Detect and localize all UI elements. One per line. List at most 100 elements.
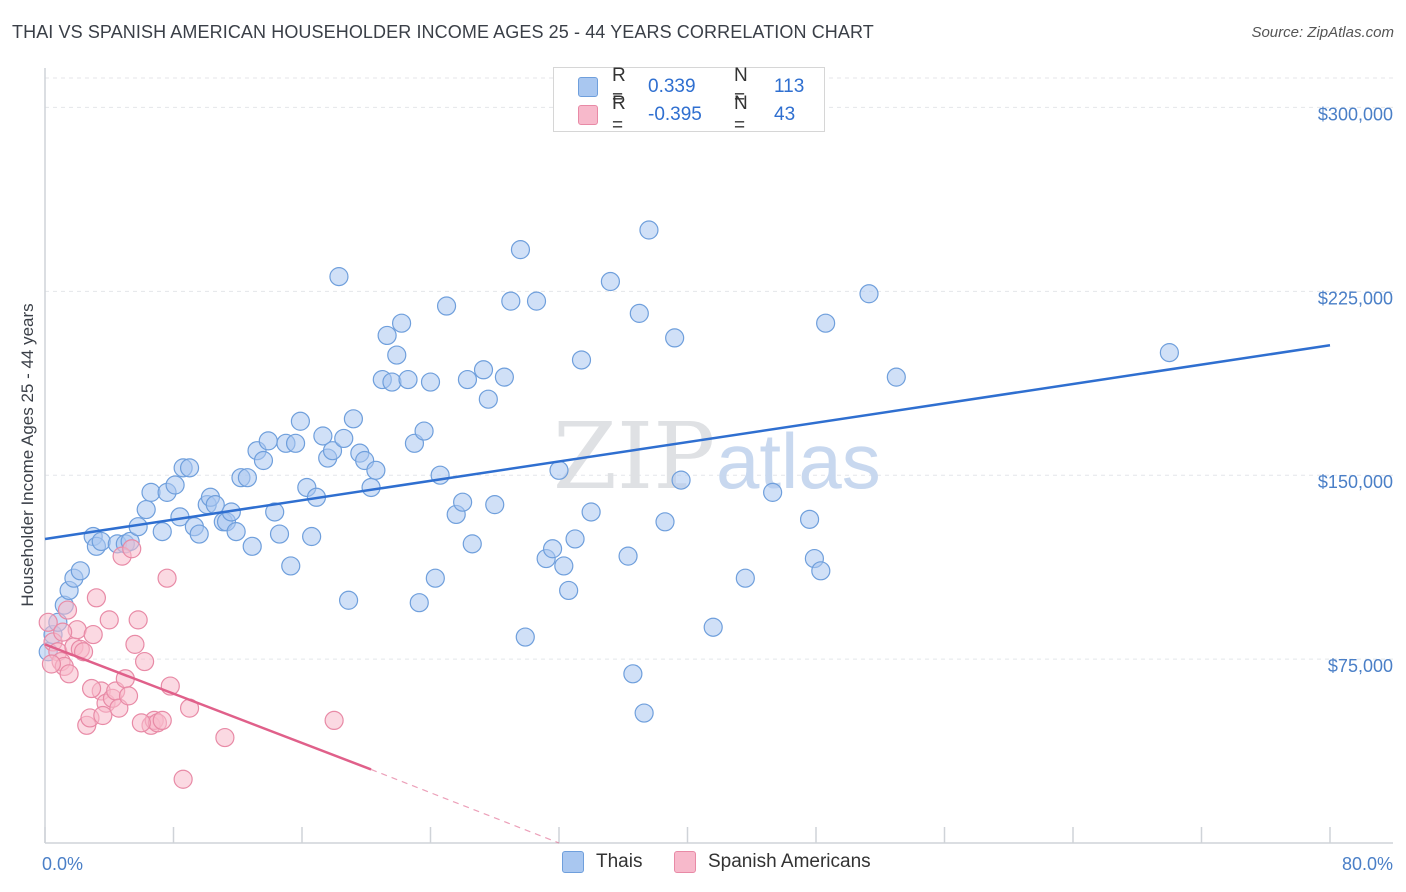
data-point — [623, 664, 643, 684]
data-point — [152, 522, 172, 542]
data-point — [152, 710, 172, 731]
bottom-legend-swatch-spanish-americans — [674, 851, 696, 873]
data-point — [655, 512, 675, 532]
data-point — [542, 539, 563, 559]
data-point — [258, 431, 278, 451]
data-point — [462, 534, 482, 554]
data-point — [118, 686, 139, 706]
data-point — [377, 325, 397, 346]
data-point — [265, 502, 285, 522]
bottom-legend-thais: Thais — [562, 851, 642, 873]
data-point — [485, 495, 505, 515]
data-point — [859, 284, 879, 304]
data-point — [478, 389, 498, 409]
data-point — [436, 296, 457, 316]
legend-n-label: N = — [734, 93, 748, 136]
data-point — [57, 600, 78, 620]
data-point — [629, 303, 649, 323]
data-point — [382, 372, 402, 392]
legend-swatch-thais — [578, 77, 598, 97]
data-point — [179, 458, 200, 478]
data-point — [59, 664, 79, 684]
data-point — [189, 524, 209, 544]
data-point — [53, 622, 73, 642]
axes — [44, 68, 1393, 844]
data-point — [571, 350, 592, 370]
y-tick-label: $75,000 — [1328, 656, 1393, 676]
data-point — [414, 421, 434, 441]
data-point — [83, 624, 103, 645]
legend: R = 0.339 N = 113 R = -0.395 N = 43 — [553, 65, 825, 136]
legend-r-value: -0.395 — [648, 104, 702, 125]
trend-line-extension — [370, 768, 560, 844]
data-point — [618, 546, 638, 566]
data-point — [141, 482, 161, 502]
data-point — [549, 460, 569, 480]
data-point — [665, 328, 685, 348]
data-point — [226, 522, 246, 542]
data-point — [81, 678, 102, 699]
grid-lines — [45, 77, 1393, 660]
data-point — [565, 529, 585, 549]
data-point — [329, 267, 349, 287]
data-point — [122, 539, 142, 559]
data-point — [281, 556, 301, 576]
data-point — [136, 499, 156, 520]
data-point — [237, 468, 257, 488]
data-point — [526, 291, 547, 311]
bottom-legend-label-spanish-americans: Spanish Americans — [708, 851, 871, 872]
data-point — [99, 610, 119, 630]
legend-n-value: 43 — [774, 104, 796, 125]
data-point — [1159, 343, 1179, 363]
data-point — [515, 627, 535, 647]
data-point — [302, 526, 322, 547]
data-point — [387, 345, 407, 365]
legend-r-label: R = — [612, 65, 626, 108]
source-label: Source: ZipAtlas.com — [1251, 24, 1394, 41]
bottom-legend-swatch-thais — [562, 851, 584, 873]
data-point — [559, 580, 579, 601]
x-tick-labels: 0.0% 80.0% — [42, 854, 1393, 874]
trend-lines — [44, 344, 1331, 844]
data-point — [581, 502, 601, 522]
y-tick-label: $300,000 — [1318, 104, 1393, 124]
data-point — [703, 617, 723, 637]
data-point — [157, 568, 177, 588]
data-point — [285, 433, 306, 453]
data-point — [366, 460, 386, 480]
data-point — [391, 313, 412, 333]
data-point — [313, 426, 333, 446]
watermark-zip: ZIP — [553, 403, 715, 510]
data-point — [343, 409, 363, 429]
data-point — [501, 291, 521, 311]
x-tick-label: 80.0% — [1342, 854, 1393, 874]
data-point — [70, 561, 90, 581]
data-point — [735, 568, 755, 588]
watermark-atlas: atlas — [716, 417, 881, 505]
data-point — [269, 524, 290, 544]
data-point — [128, 610, 148, 630]
bottom-legend-spanish-americans: Spanish Americans — [674, 851, 871, 873]
x-tick-label: 0.0% — [42, 854, 83, 874]
data-point — [398, 369, 418, 390]
data-point — [41, 654, 62, 674]
trend-line — [44, 643, 372, 771]
data-point — [125, 634, 145, 654]
data-point — [409, 593, 429, 613]
y-tick-label: $150,000 — [1318, 472, 1393, 492]
data-point — [457, 369, 478, 390]
data-point — [600, 271, 621, 292]
data-point — [322, 441, 343, 461]
data-point — [634, 703, 654, 723]
data-point — [420, 372, 441, 392]
legend-n-value: 113 — [774, 76, 805, 97]
data-point — [334, 428, 354, 449]
trend-line — [44, 344, 1331, 541]
y-tick-labels: $75,000 $150,000 $225,000 $300,000 — [1318, 104, 1393, 676]
data-point — [91, 531, 111, 552]
data-point — [173, 769, 193, 789]
data-point — [425, 568, 445, 588]
watermark: ZIP atlas — [553, 403, 881, 510]
data-point — [253, 450, 274, 471]
